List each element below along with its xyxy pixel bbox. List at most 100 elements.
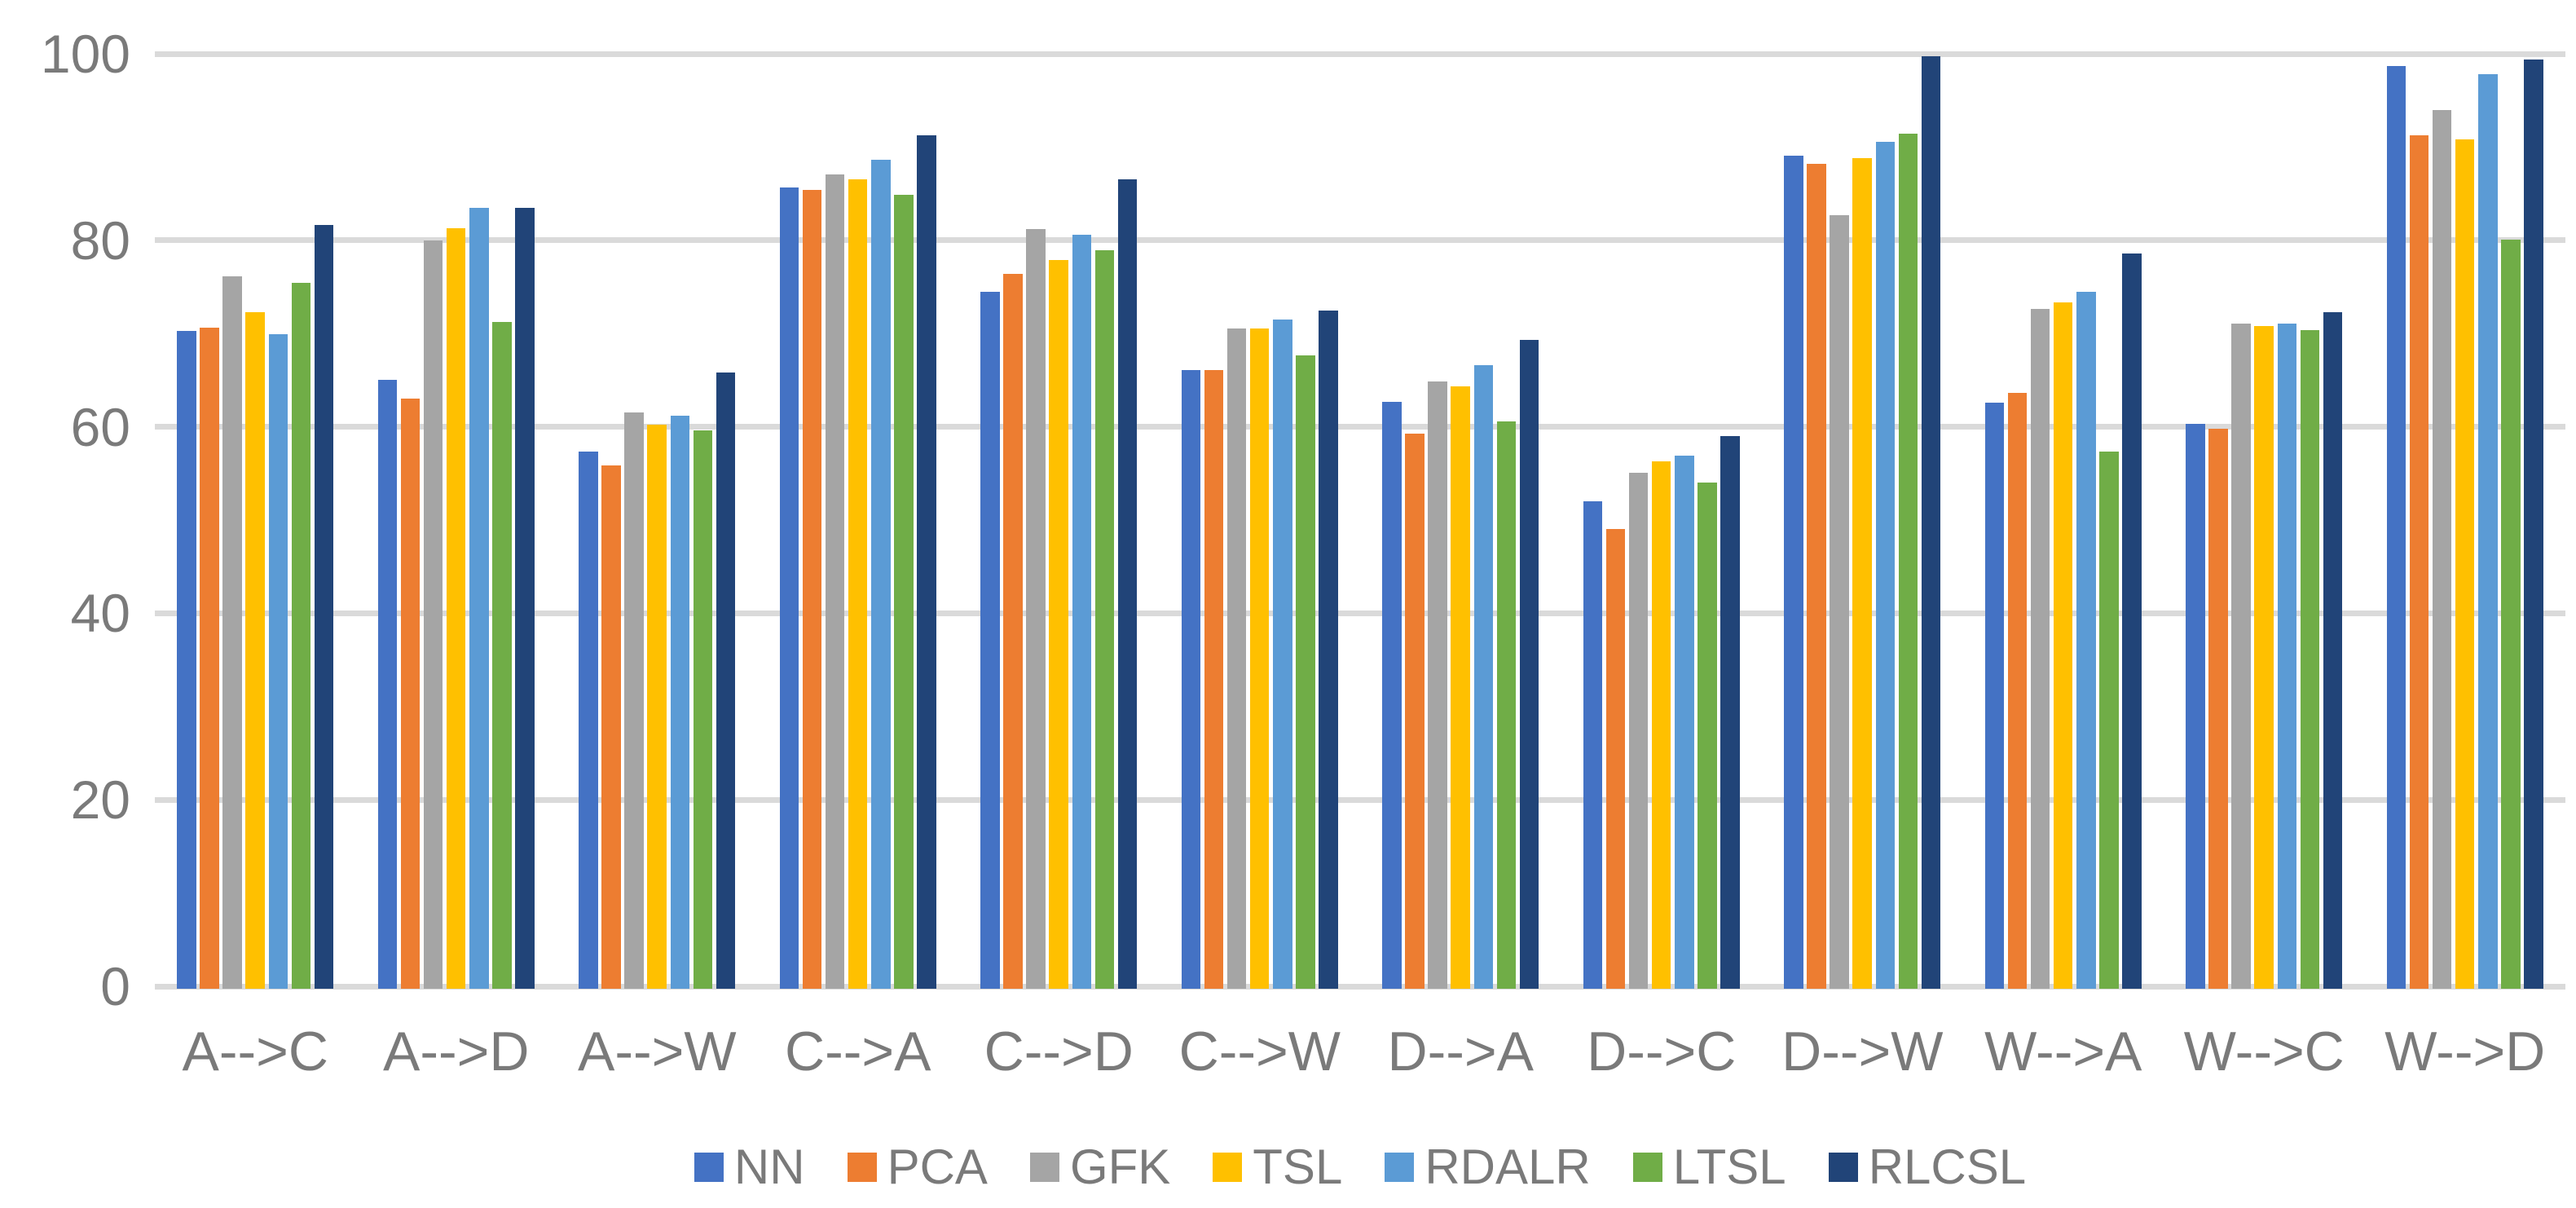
x-category-label-C-->A: C-->A bbox=[785, 1021, 931, 1082]
legend-item-RLCSL: RLCSL bbox=[1828, 1140, 2027, 1194]
x-category-label-C-->W: C-->W bbox=[1178, 1021, 1341, 1082]
y-tick-label-80: 80 bbox=[70, 209, 130, 271]
gridline-100 bbox=[155, 51, 2565, 57]
legend-item-PCA: PCA bbox=[847, 1140, 988, 1194]
y-tick-label-20: 20 bbox=[70, 769, 130, 831]
legend-item-GFK: GFK bbox=[1029, 1143, 1170, 1192]
bar-GFK-D-->C bbox=[1628, 472, 1649, 990]
bar-LTSL-D-->C bbox=[1698, 483, 1717, 990]
x-category-label-A-->W: A-->W bbox=[577, 1021, 737, 1082]
bar-PCA-D-->W bbox=[1807, 163, 1826, 990]
legend-label-TSL: TSL bbox=[1253, 1140, 1343, 1194]
legend-label-RLCSL: RLCSL bbox=[1868, 1140, 2027, 1194]
bar-NN-C-->A bbox=[779, 187, 799, 990]
gridline-0 bbox=[155, 983, 2565, 990]
bar-PCA-W-->C bbox=[2208, 428, 2228, 990]
bar-RLCSL-D-->W bbox=[1921, 56, 1941, 990]
bar-LTSL-W-->A bbox=[2099, 452, 2119, 990]
bar-NN-C-->D bbox=[980, 291, 1000, 990]
bar-GFK-A-->D bbox=[423, 240, 443, 990]
bar-GFK-A-->C bbox=[222, 276, 242, 990]
bar-RLCSL-A-->W bbox=[716, 373, 736, 990]
legend-label-NN: NN bbox=[733, 1140, 805, 1194]
bar-NN-W-->D bbox=[2386, 65, 2406, 990]
bar-PCA-A-->C bbox=[200, 328, 219, 990]
bar-NN-W-->A bbox=[1984, 402, 2004, 990]
bar-LTSL-C-->W bbox=[1296, 355, 1315, 990]
bar-TSL-D-->W bbox=[1852, 158, 1872, 990]
legend-item-LTSL: LTSL bbox=[1632, 1143, 1786, 1192]
bar-NN-D-->C bbox=[1583, 501, 1602, 990]
bar-RDALR-C-->A bbox=[871, 160, 891, 990]
x-category-label-C-->D: C-->D bbox=[984, 1021, 1134, 1082]
bar-TSL-C-->A bbox=[848, 179, 868, 990]
bar-LTSL-C-->A bbox=[894, 194, 914, 990]
bar-RDALR-W-->C bbox=[2277, 323, 2297, 990]
bar-LTSL-A-->C bbox=[291, 283, 311, 990]
bar-RLCSL-C-->D bbox=[1117, 179, 1138, 990]
y-tick-label-0: 0 bbox=[100, 956, 130, 1016]
legend-swatch-NN-icon bbox=[694, 1153, 724, 1182]
gridline-40 bbox=[155, 610, 2565, 616]
bar-TSL-W-->D bbox=[2455, 139, 2475, 990]
bar-RLCSL-D-->A bbox=[1519, 340, 1539, 990]
legend-item-RDALR: RDALR bbox=[1385, 1143, 1591, 1192]
bar-PCA-W-->D bbox=[2409, 134, 2429, 990]
bar-NN-A-->C bbox=[177, 330, 196, 990]
bar-RDALR-A-->W bbox=[670, 415, 690, 990]
gridline-60 bbox=[155, 424, 2565, 430]
bar-GFK-C-->D bbox=[1026, 229, 1046, 990]
bar-TSL-C-->W bbox=[1249, 328, 1270, 990]
bar-RLCSL-C-->W bbox=[1319, 310, 1338, 990]
bar-LTSL-D-->W bbox=[1898, 134, 1918, 990]
bar-RDALR-W-->D bbox=[2478, 74, 2498, 990]
bar-RDALR-A-->C bbox=[268, 334, 288, 990]
legend-label-PCA: PCA bbox=[887, 1140, 988, 1194]
x-category-label-D-->A: D-->A bbox=[1387, 1021, 1534, 1082]
bar-RDALR-A-->D bbox=[469, 207, 489, 990]
bar-NN-D-->A bbox=[1382, 401, 1402, 990]
bar-RDALR-D-->C bbox=[1675, 456, 1694, 990]
bar-GFK-W-->D bbox=[2432, 109, 2452, 990]
y-tick-label-100: 100 bbox=[40, 24, 130, 84]
bar-NN-A-->W bbox=[579, 452, 598, 990]
bar-RLCSL-A-->C bbox=[314, 225, 334, 990]
bar-NN-W-->C bbox=[2186, 424, 2205, 990]
bar-RDALR-D-->W bbox=[1875, 141, 1896, 990]
gridline-80 bbox=[155, 237, 2565, 244]
bar-RLCSL-W-->C bbox=[2323, 311, 2343, 990]
bar-GFK-C-->A bbox=[825, 174, 845, 990]
bar-PCA-D-->C bbox=[1605, 529, 1626, 990]
bar-TSL-W-->A bbox=[2053, 302, 2073, 990]
bar-GFK-C-->W bbox=[1226, 328, 1247, 990]
bar-RLCSL-A-->D bbox=[515, 207, 535, 990]
legend-swatch-PCA-icon bbox=[847, 1153, 877, 1182]
legend-swatch-RLCSL-icon bbox=[1828, 1153, 1858, 1182]
y-tick-label-60: 60 bbox=[70, 396, 130, 457]
x-category-label-W-->D: W-->D bbox=[2384, 1021, 2546, 1082]
bar-LTSL-C-->D bbox=[1094, 250, 1115, 990]
x-category-label-D-->C: D-->C bbox=[1587, 1021, 1737, 1082]
gridline-20 bbox=[155, 796, 2565, 803]
x-category-label-W-->A: W-->A bbox=[1984, 1021, 2142, 1082]
bar-GFK-A-->W bbox=[624, 412, 644, 990]
legend-swatch-LTSL-icon bbox=[1632, 1153, 1662, 1182]
bar-LTSL-D-->A bbox=[1496, 421, 1517, 990]
bar-GFK-D-->W bbox=[1830, 214, 1849, 990]
bar-PCA-C-->D bbox=[1003, 273, 1023, 990]
x-category-label-A-->D: A-->D bbox=[383, 1021, 530, 1082]
x-category-label-A-->C: A-->C bbox=[182, 1021, 328, 1082]
bar-PCA-D-->A bbox=[1405, 433, 1425, 990]
bar-GFK-W-->C bbox=[2231, 323, 2251, 990]
bar-PCA-C-->A bbox=[802, 190, 822, 990]
bar-RDALR-C-->W bbox=[1273, 320, 1292, 990]
bar-PCA-C-->W bbox=[1204, 369, 1224, 990]
bar-LTSL-W-->D bbox=[2501, 239, 2521, 990]
bar-TSL-W-->C bbox=[2254, 326, 2274, 990]
bar-TSL-C-->D bbox=[1049, 259, 1068, 990]
x-category-label-D-->W: D-->W bbox=[1781, 1021, 1944, 1082]
bar-RLCSL-D-->C bbox=[1720, 436, 1740, 990]
bar-RLCSL-C-->A bbox=[917, 134, 936, 990]
bar-TSL-D-->A bbox=[1451, 386, 1470, 990]
